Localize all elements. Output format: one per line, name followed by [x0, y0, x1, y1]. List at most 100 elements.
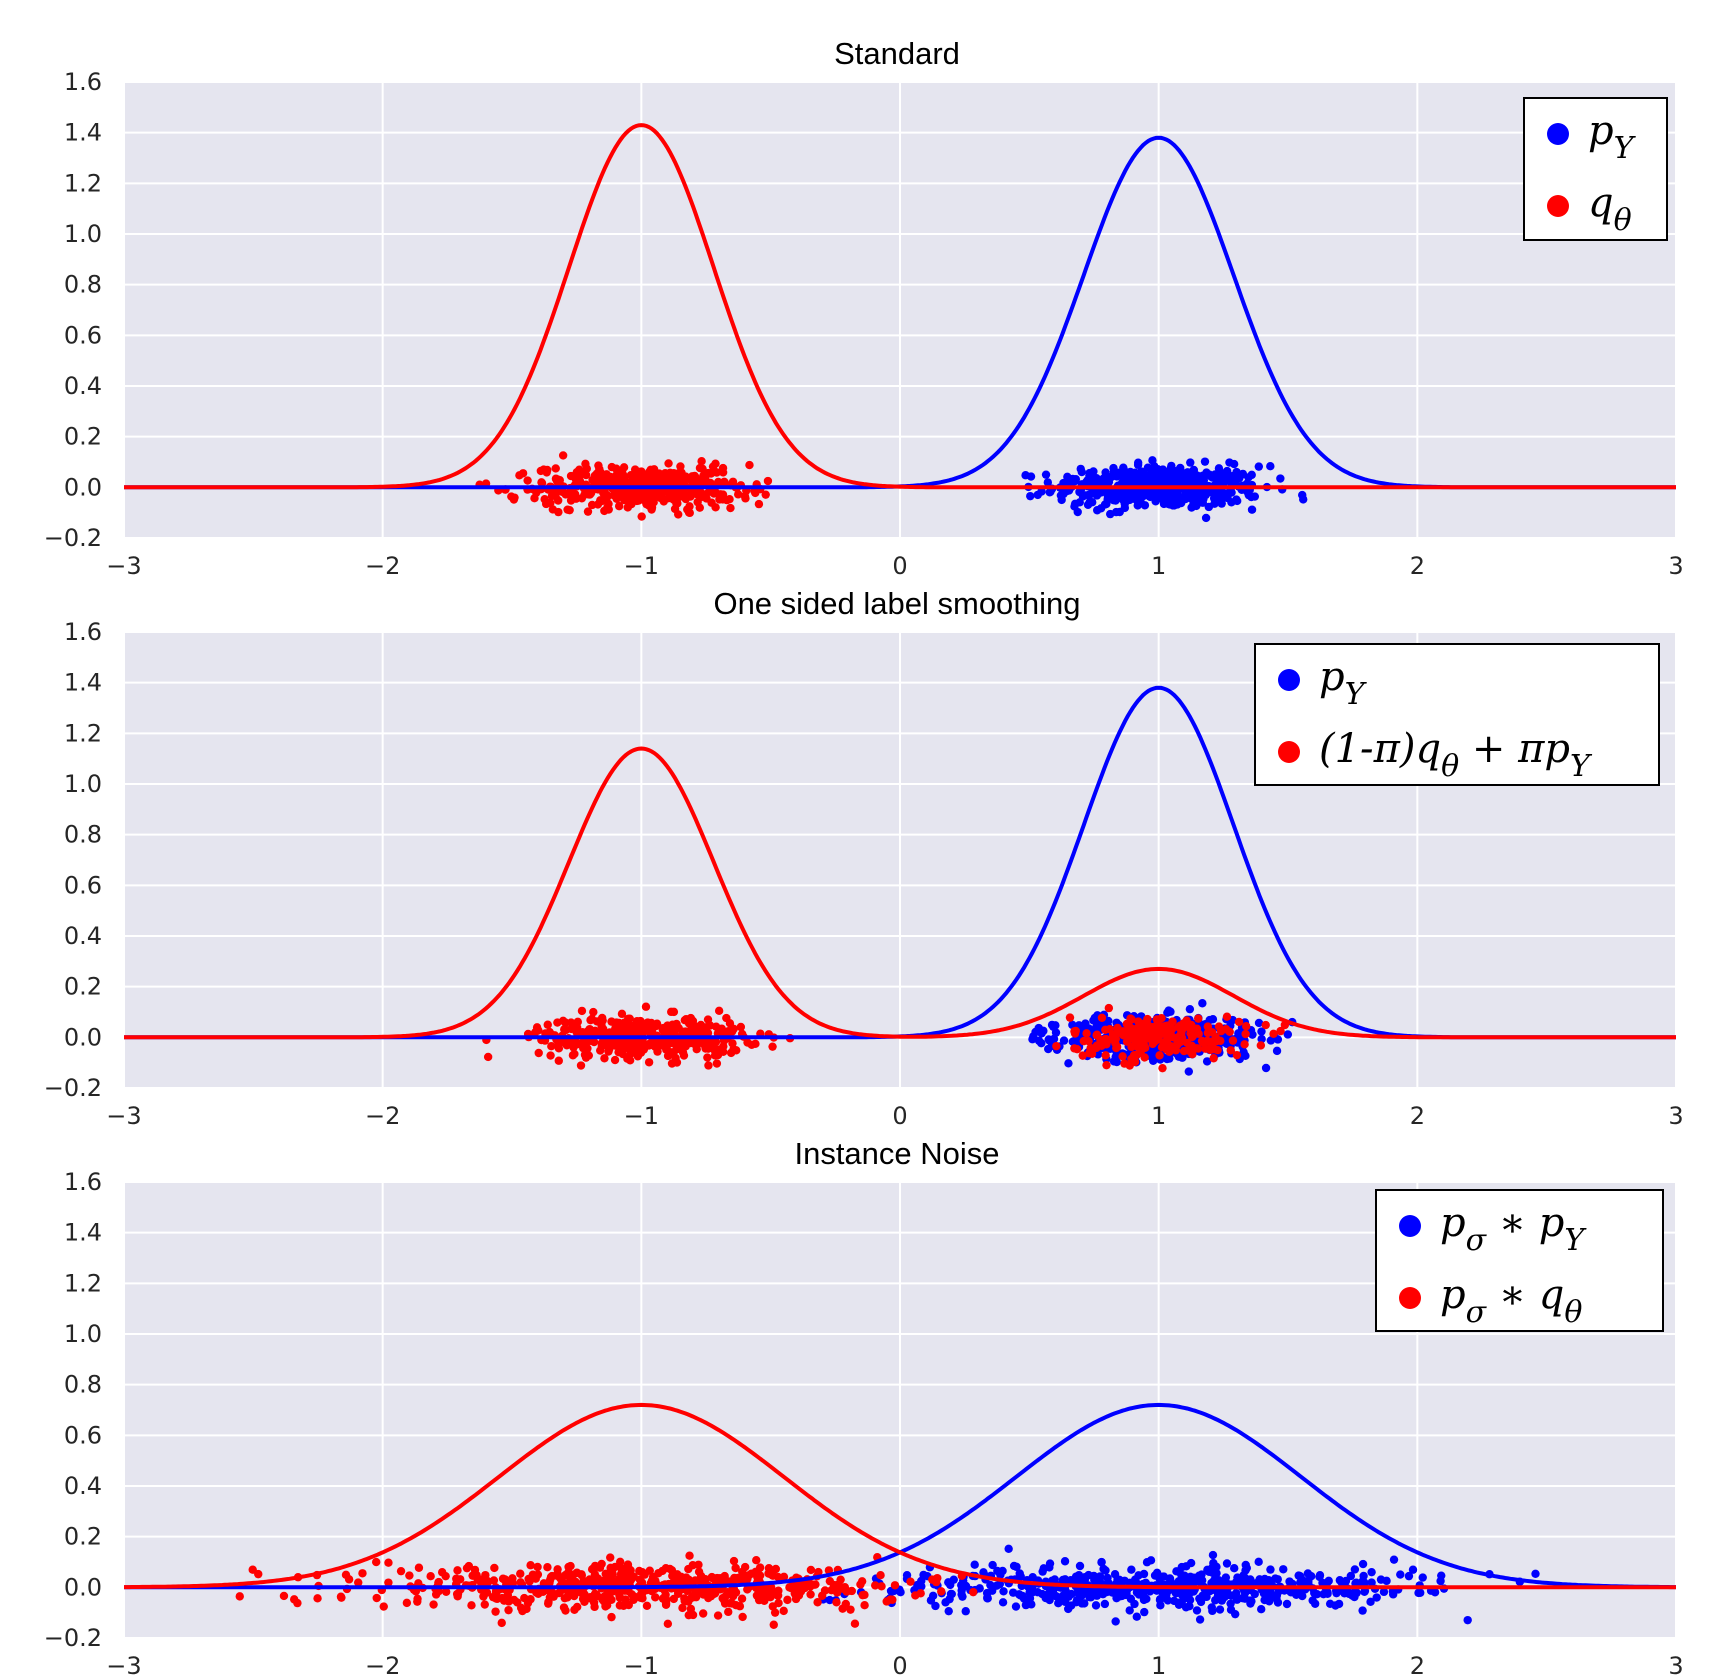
data-point: [1054, 1598, 1063, 1608]
x-tick-label: −2: [365, 1102, 400, 1130]
data-point: [983, 1594, 992, 1603]
data-point: [906, 1577, 915, 1586]
data-point: [937, 1587, 946, 1596]
data-point: [1240, 1594, 1250, 1603]
data-point: [1139, 488, 1149, 497]
data-point: [1080, 1573, 1090, 1582]
data-point: [1254, 1557, 1263, 1567]
y-tick-label: −0.2: [44, 1624, 102, 1652]
data-point: [743, 1038, 752, 1047]
data-point: [832, 1598, 841, 1607]
data-point: [1070, 1029, 1080, 1038]
data-point: [706, 1591, 716, 1601]
data-point: [290, 1595, 299, 1604]
data-point: [1084, 1036, 1093, 1046]
data-point: [534, 1048, 543, 1058]
data-point: [1200, 457, 1210, 466]
data-point: [688, 1610, 698, 1620]
data-point: [970, 1560, 979, 1569]
data-point: [1142, 1034, 1151, 1043]
y-tick-label: 1.2: [64, 169, 102, 197]
data-point: [405, 1571, 414, 1580]
data-point: [1133, 1042, 1143, 1051]
data-point: [744, 1571, 754, 1580]
data-point: [882, 1597, 891, 1606]
data-point: [479, 1592, 488, 1601]
data-point: [717, 1024, 726, 1033]
data-point: [1303, 1569, 1313, 1578]
data-point: [358, 1569, 367, 1578]
data-point: [1156, 1601, 1165, 1610]
data-point: [767, 1583, 776, 1592]
data-point: [674, 472, 683, 482]
data-point: [741, 494, 750, 503]
data-point: [1217, 499, 1226, 508]
data-point: [596, 1046, 605, 1055]
data-point: [1366, 1597, 1375, 1607]
data-point: [1120, 494, 1130, 504]
data-point: [1195, 1615, 1205, 1624]
data-point: [1358, 1577, 1367, 1586]
data-point: [379, 1602, 388, 1611]
y-tick-label: 0.0: [64, 1573, 102, 1601]
data-point: [601, 1038, 610, 1047]
data-point: [737, 1594, 747, 1603]
data-point: [1214, 489, 1223, 498]
x-tick-label: −3: [106, 1652, 141, 1678]
data-point: [825, 1576, 835, 1586]
data-point: [551, 464, 560, 473]
legend-marker: [1278, 669, 1300, 691]
data-point: [1232, 1050, 1242, 1060]
data-point: [707, 1572, 717, 1582]
data-point: [462, 1563, 472, 1573]
data-point: [1016, 1572, 1025, 1581]
data-point: [569, 1043, 578, 1052]
data-point: [610, 1055, 620, 1065]
data-point: [453, 1592, 462, 1601]
x-tick-label: 0: [892, 552, 907, 580]
data-point: [1192, 1606, 1202, 1615]
legend-main: p: [1588, 108, 1614, 154]
data-point: [1193, 1044, 1203, 1053]
data-point: [998, 1598, 1008, 1607]
data-point: [1276, 1026, 1285, 1036]
data-point: [1209, 1558, 1218, 1568]
data-point: [1117, 478, 1127, 487]
x-tick-label: 0: [892, 1652, 907, 1678]
data-point: [497, 1618, 506, 1628]
data-point: [957, 1586, 966, 1595]
scatter-red: [475, 451, 773, 521]
data-point: [933, 1573, 942, 1583]
data-point: [1396, 1570, 1405, 1579]
data-point: [731, 1563, 740, 1573]
y-tick-label: 0.6: [64, 1421, 102, 1449]
data-point: [543, 1020, 552, 1029]
data-point: [1082, 1029, 1091, 1038]
legend-box: [1254, 643, 1660, 786]
data-point: [755, 1563, 765, 1572]
y-tick-label: 1.0: [64, 770, 102, 798]
data-point: [1257, 1605, 1266, 1614]
data-point: [590, 1570, 600, 1579]
data-point: [774, 1586, 783, 1595]
data-point: [1109, 463, 1118, 473]
data-point: [1187, 503, 1196, 512]
data-point: [715, 1573, 725, 1583]
series-line-red: [124, 746, 1676, 1040]
data-point: [1096, 1035, 1105, 1044]
data-point: [1315, 1571, 1325, 1580]
legend-subscript: σ: [1466, 1223, 1488, 1258]
data-point: [581, 1053, 591, 1062]
x-tick-label: 3: [1668, 1102, 1683, 1130]
data-point: [606, 1553, 615, 1562]
data-point: [720, 478, 729, 487]
data-point: [611, 1024, 620, 1033]
legend-main: q: [1588, 180, 1614, 226]
data-point: [871, 1581, 880, 1590]
data-point: [711, 503, 720, 512]
legend-main: p: [1319, 654, 1345, 700]
data-point: [1298, 1591, 1307, 1601]
legend-main: p: [1440, 1272, 1466, 1318]
legend: pY(1-π)qθ + πpY: [1254, 643, 1660, 786]
